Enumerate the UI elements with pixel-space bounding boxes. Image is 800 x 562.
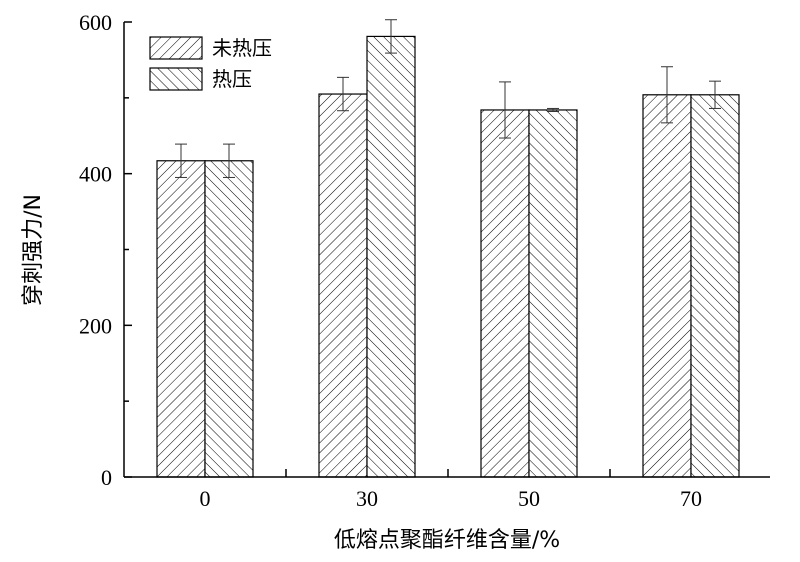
error-bar bbox=[661, 66, 673, 124]
error-bar bbox=[223, 143, 235, 178]
y-tick-label: 600 bbox=[79, 10, 112, 35]
x-axis-title: 低熔点聚酯纤维含量/% bbox=[334, 528, 560, 553]
x-tick-label: 0 bbox=[200, 486, 211, 511]
bar-unpressed-0 bbox=[156, 160, 206, 478]
y-tick-label: 200 bbox=[79, 313, 112, 338]
bar-pressed-50 bbox=[528, 109, 578, 478]
error-bar bbox=[175, 143, 187, 178]
y-tick-label: 0 bbox=[101, 465, 112, 490]
plot-area bbox=[156, 19, 740, 478]
error-bar bbox=[709, 80, 721, 109]
error-bar bbox=[547, 107, 559, 112]
error-bar bbox=[337, 76, 349, 112]
bar-pressed-30 bbox=[366, 35, 416, 478]
bar-pressed-0 bbox=[204, 160, 254, 478]
error-bar bbox=[499, 81, 511, 139]
x-tick-label: 50 bbox=[518, 486, 540, 511]
bar-unpressed-70 bbox=[642, 94, 692, 478]
bar-pressed-70 bbox=[690, 94, 740, 478]
x-tick-label: 70 bbox=[680, 486, 702, 511]
x-tick-label: 30 bbox=[356, 486, 378, 511]
y-tick-label: 400 bbox=[79, 162, 112, 187]
error-bar bbox=[385, 19, 397, 54]
ticks: 0 200 400 600 0 30 50 70 bbox=[79, 10, 702, 511]
legend-swatch bbox=[149, 67, 203, 91]
legend-label: 未热压 bbox=[212, 36, 272, 60]
bar-unpressed-50 bbox=[480, 109, 530, 478]
bar-unpressed-30 bbox=[318, 93, 368, 478]
legend-swatch bbox=[149, 36, 203, 60]
legend-label: 热压 bbox=[212, 67, 252, 91]
y-axis-title: 穿刺强力/N bbox=[21, 194, 46, 306]
